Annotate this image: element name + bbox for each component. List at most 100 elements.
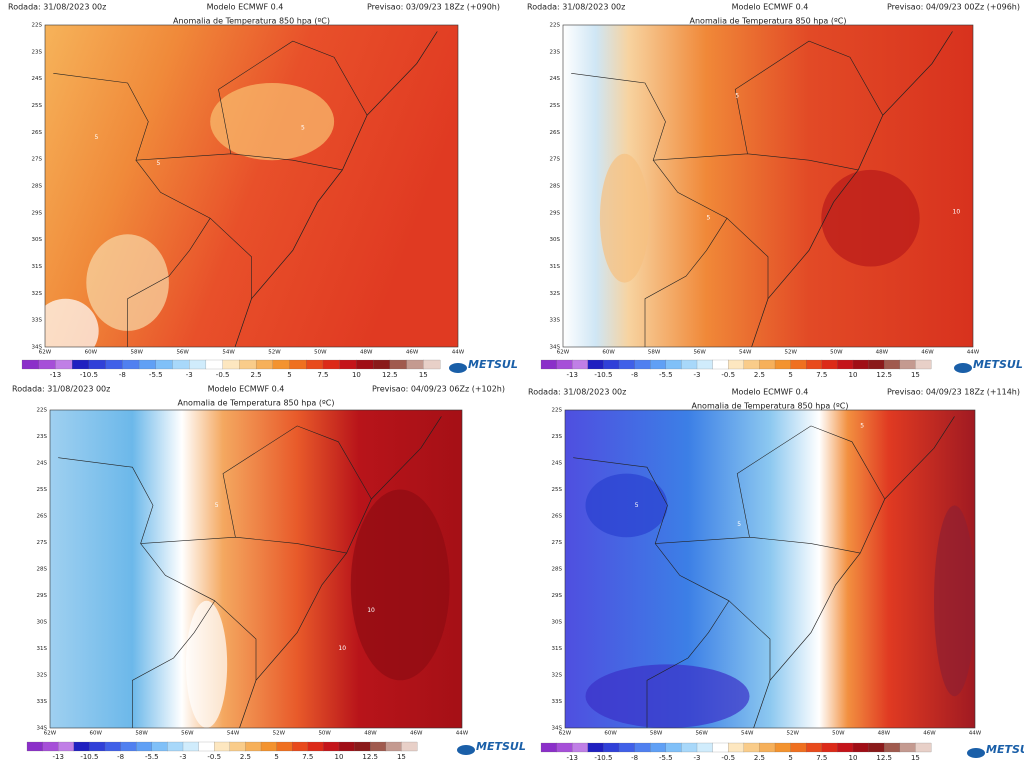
lat-label: 29S — [552, 593, 563, 599]
model-label: Modelo ECMWF 0.4 — [732, 388, 809, 397]
colorbar-label: -5.5 — [145, 753, 159, 761]
field-patch — [86, 234, 169, 331]
colorbar-cell — [650, 359, 667, 370]
lat-label: 28S — [552, 567, 563, 573]
lon-label: 46W — [921, 350, 934, 356]
model-label: Modelo ECMWF 0.4 — [208, 385, 285, 394]
lat-label: 22S — [552, 408, 563, 414]
colorbar-cell — [55, 359, 73, 370]
lat-label: 31S — [32, 264, 43, 270]
colorbar-cell — [774, 742, 791, 753]
colorbar-cell — [276, 741, 293, 752]
coastline — [751, 31, 953, 348]
lon-label: 44W — [967, 350, 980, 356]
contour-label: 5 — [635, 502, 639, 509]
lat-label: 22S — [37, 408, 48, 414]
colorbar-cell — [167, 741, 184, 752]
colorbar-cell — [665, 359, 682, 370]
colorbar-cell — [89, 741, 106, 752]
colorbar-cell — [373, 359, 391, 370]
colorbar-label: -10.5 — [80, 753, 98, 761]
lon-label: 60W — [602, 350, 615, 356]
colorbar-label: 7.5 — [816, 371, 827, 379]
lon-label: 48W — [876, 350, 889, 356]
lon-label: 50W — [318, 731, 331, 737]
colorbar-cell — [837, 742, 854, 753]
lat-label: 27S — [32, 157, 43, 163]
lat-label: 25S — [37, 487, 48, 493]
colorbar-cell — [728, 742, 745, 753]
colorbar-cell — [696, 742, 713, 753]
colorbar-label: -8 — [631, 371, 638, 379]
colorbar-label: 5 — [287, 371, 291, 379]
map-title: Anomalia de Temperatura 850 hpa (ºC) — [690, 17, 847, 26]
lat-label: 32S — [32, 291, 43, 297]
lon-label: 60W — [604, 731, 617, 737]
colorbar-cell — [774, 359, 791, 370]
lat-label: 26S — [550, 130, 561, 136]
lon-label: 58W — [650, 731, 663, 737]
colorbar-label: -3 — [694, 371, 701, 379]
lat-label: 23S — [552, 434, 563, 440]
lon-label: 54W — [741, 731, 754, 737]
colorbar-cell — [821, 742, 838, 753]
colorbar-cell — [759, 742, 776, 753]
contour-label: 10 — [338, 645, 346, 652]
colorbar-cell — [743, 742, 760, 753]
lat-label: 30S — [550, 237, 561, 243]
lon-label: 46W — [406, 350, 419, 356]
colorbar-label: -3 — [180, 753, 187, 761]
border — [53, 40, 368, 347]
colorbar-cell — [389, 359, 407, 370]
lat-label: 31S — [37, 646, 48, 652]
colorbar-cell — [852, 742, 869, 753]
forecast-label: Previsao: 04/09/23 00Zz (+096h) — [887, 3, 1020, 12]
colorbar-cell — [837, 359, 854, 370]
colorbar-cell — [338, 741, 355, 752]
lon-label: 50W — [830, 350, 843, 356]
colorbar-label: 15 — [911, 371, 920, 379]
colorbar-cell — [322, 359, 341, 370]
colorbar-cell — [138, 359, 157, 370]
colorbar-label: -10.5 — [594, 754, 612, 762]
colorbar-cell — [229, 741, 246, 752]
lon-label: 46W — [410, 731, 423, 737]
lat-label: 25S — [552, 487, 563, 493]
colorbar-cell — [289, 359, 307, 370]
colorbar-cell — [205, 359, 224, 370]
logo-mark — [967, 748, 985, 758]
colorbar-label: -0.5 — [207, 753, 221, 761]
colorbar-cell — [72, 359, 90, 370]
contour-label: 5 — [215, 502, 219, 509]
colorbar-cell — [587, 359, 604, 370]
colorbar-cell — [88, 359, 106, 370]
lon-label: 60W — [90, 731, 103, 737]
colorbar-label: 2.5 — [754, 754, 765, 762]
colorbar-cell — [790, 742, 807, 753]
colorbar-cell — [105, 359, 123, 370]
lon-label: 48W — [364, 731, 377, 737]
colorbar-cell — [260, 741, 277, 752]
colorbar-label: 5 — [788, 754, 792, 762]
colorbar-label: -0.5 — [216, 371, 230, 379]
lon-label: 62W — [39, 350, 52, 356]
colorbar-label: -10.5 — [594, 371, 612, 379]
map-frame — [562, 24, 974, 348]
lat-label: 31S — [552, 646, 563, 652]
colorbar-cell — [852, 359, 869, 370]
colorbar-cell — [401, 741, 418, 752]
colorbar-cell — [370, 741, 387, 752]
lat-label: 29S — [550, 210, 561, 216]
lon-label: 62W — [559, 731, 572, 737]
contour-label: 10 — [367, 607, 375, 614]
colorbar-label: -10.5 — [80, 371, 98, 379]
map-title: Anomalia de Temperatura 850 hpa (ºC) — [692, 402, 849, 411]
lat-label: 29S — [32, 210, 43, 216]
logo-mark — [449, 363, 467, 373]
lat-label: 28S — [37, 567, 48, 573]
lat-label: 30S — [552, 620, 563, 626]
logo: METSUL — [973, 358, 1023, 371]
colorbar-cell — [806, 359, 823, 370]
model-label: Modelo ECMWF 0.4 — [207, 3, 284, 12]
colorbar-cell — [743, 359, 760, 370]
